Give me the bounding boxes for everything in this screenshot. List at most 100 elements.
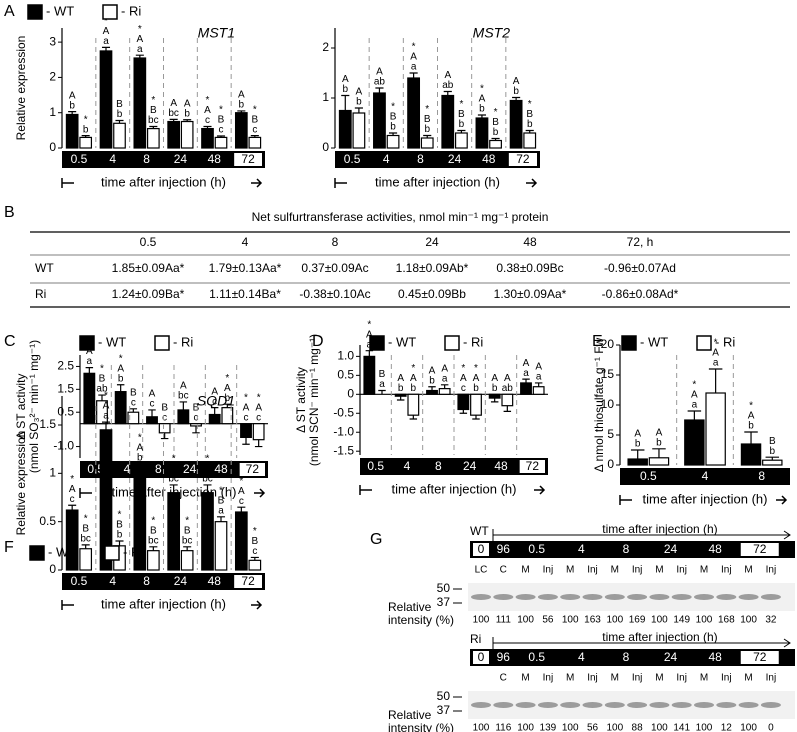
legend-label: - WT — [388, 334, 416, 349]
y-tick-label: 2 — [322, 40, 329, 54]
category-box — [234, 575, 262, 588]
intensity-value: 116 — [495, 723, 511, 732]
error-bar — [115, 540, 124, 546]
arrow-head — [251, 178, 263, 188]
y-tick-label: 0.5 — [57, 404, 74, 418]
x-tick-label: 48 — [214, 462, 228, 476]
significance-letter: A — [255, 402, 262, 413]
x-tick-label: 4 — [124, 462, 131, 476]
intensity-value: 100 — [651, 615, 668, 626]
significance-letter: B — [82, 524, 89, 535]
error-bar — [81, 544, 90, 549]
error-bar — [457, 129, 466, 133]
error-bar — [98, 394, 106, 401]
significance-letter: c — [193, 412, 198, 423]
error-bar — [765, 456, 780, 461]
blot-band — [760, 702, 781, 708]
intensity-value: 100 — [562, 723, 579, 732]
marker-label: 37 — [437, 703, 451, 717]
y-tick-label: -1.0 — [333, 424, 354, 438]
significance-letter: ab — [374, 77, 386, 88]
lane-group-label: 0 — [478, 650, 485, 664]
lane-label: M — [655, 565, 663, 576]
significance-letter: A — [342, 74, 349, 85]
significance-letter: A — [136, 34, 143, 45]
bar — [65, 113, 79, 149]
bar — [180, 550, 194, 571]
significance-letter: A — [460, 373, 467, 384]
x-axis-label: time after injection (h) — [375, 174, 500, 189]
significance-letter: A — [69, 90, 76, 101]
significance-letter: b — [117, 109, 123, 120]
error-bar — [169, 484, 178, 493]
significance-letter: a — [523, 368, 529, 379]
bar — [338, 109, 352, 149]
y-tick-label: 20 — [601, 337, 615, 351]
significance-letter: a — [536, 372, 542, 383]
significance-letter: bc — [168, 108, 179, 119]
table-title: Net sulfurtransferase activities, nmol m… — [252, 210, 549, 224]
legend-label: - Ri — [463, 334, 483, 349]
panel-label: D — [312, 333, 324, 350]
bar — [114, 391, 127, 425]
category-band — [80, 461, 268, 478]
error-bar — [135, 54, 144, 58]
error-bar — [375, 87, 384, 93]
significance-letter: B — [161, 402, 168, 413]
lane-band — [470, 541, 795, 558]
x-tick-label: 0.5 — [640, 469, 657, 483]
significance-letter: * — [425, 104, 429, 115]
bar — [441, 94, 455, 149]
x-tick-label: 8 — [435, 459, 442, 473]
blot-band — [493, 594, 514, 600]
lane-label: Inj — [766, 673, 777, 684]
table-cell: 1.79±0.13Aa* — [209, 261, 282, 275]
significance-letter: B — [492, 117, 499, 128]
error-bar — [223, 403, 232, 408]
blot-band — [471, 702, 491, 708]
significance-letter: A — [535, 362, 542, 373]
significance-letter: * — [84, 514, 88, 525]
lane-label: Inj — [632, 565, 643, 576]
bar — [501, 393, 514, 407]
significance-letter: A — [149, 389, 156, 400]
significance-letter: a — [713, 358, 719, 369]
lane-label: Inj — [632, 673, 643, 684]
category-band — [360, 458, 548, 475]
lane-label: Inj — [587, 565, 598, 576]
significance-letter: b — [656, 437, 662, 448]
lane-label: M — [566, 673, 574, 684]
significance-letter: c — [162, 412, 167, 423]
y-tick-label: -1.0 — [53, 439, 74, 453]
significance-letter: b — [527, 119, 533, 130]
category-band — [620, 468, 790, 485]
x-tick-label: 72 — [516, 152, 530, 166]
significance-letter: * — [692, 380, 696, 391]
lane-group-label: 24 — [664, 542, 678, 556]
significance-letter: A — [356, 87, 363, 98]
intensity-value: 169 — [629, 615, 646, 626]
bar — [252, 423, 265, 441]
significance-letter: A — [410, 373, 417, 384]
intensity-value: 100 — [606, 615, 623, 626]
bar — [113, 122, 126, 149]
significance-letter: b — [513, 86, 519, 97]
error-bar — [149, 125, 158, 129]
significance-letter: A — [712, 348, 719, 359]
intensity-value: 100 — [696, 615, 713, 626]
significance-letter: * — [494, 107, 498, 118]
panel-label: E — [592, 333, 603, 350]
lane-label: M — [744, 565, 752, 576]
intensity-value: 111 — [496, 615, 512, 626]
bar — [762, 459, 783, 466]
blot-band — [537, 594, 558, 600]
significance-letter: bc — [178, 391, 189, 402]
y-tick-label: 1.5 — [57, 382, 74, 396]
y-tick-label: 1 — [49, 466, 56, 480]
x-tick-label: 72 — [241, 152, 255, 166]
significance-letter: * — [225, 373, 229, 384]
legend-label: - WT — [46, 3, 74, 18]
x-tick-label: 4 — [383, 152, 390, 166]
significance-letter: A — [86, 346, 93, 357]
